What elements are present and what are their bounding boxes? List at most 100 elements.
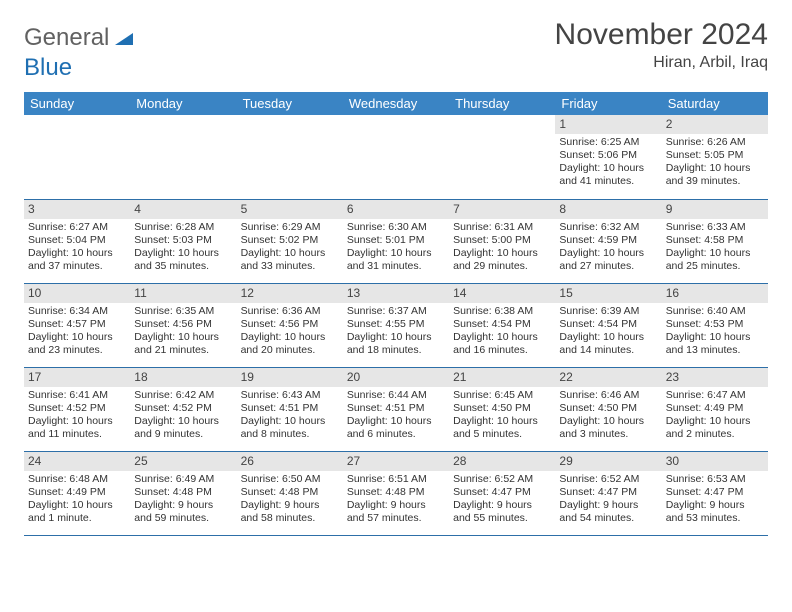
cell-content: Sunrise: 6:30 AMSunset: 5:01 PMDaylight:… <box>343 219 449 278</box>
calendar-cell: 1Sunrise: 6:25 AMSunset: 5:06 PMDaylight… <box>555 115 661 199</box>
cell-content: Sunrise: 6:52 AMSunset: 4:47 PMDaylight:… <box>555 471 661 530</box>
logo-word1: General <box>24 24 109 52</box>
sunset-text: Sunset: 4:53 PM <box>666 318 764 331</box>
daylight-text: Daylight: 10 hours and 14 minutes. <box>559 331 657 357</box>
daylight-text: Daylight: 10 hours and 8 minutes. <box>241 415 339 441</box>
day-number: 5 <box>237 200 343 219</box>
sunrise-text: Sunrise: 6:27 AM <box>28 221 126 234</box>
sunrise-text: Sunrise: 6:38 AM <box>453 305 551 318</box>
calendar-cell <box>237 115 343 199</box>
daylight-text: Daylight: 10 hours and 16 minutes. <box>453 331 551 357</box>
sunset-text: Sunset: 4:49 PM <box>666 402 764 415</box>
day-number: 20 <box>343 368 449 387</box>
calendar-cell: 12Sunrise: 6:36 AMSunset: 4:56 PMDayligh… <box>237 283 343 367</box>
cell-content: Sunrise: 6:26 AMSunset: 5:05 PMDaylight:… <box>662 134 768 193</box>
sunset-text: Sunset: 5:02 PM <box>241 234 339 247</box>
daylight-text: Daylight: 10 hours and 23 minutes. <box>28 331 126 357</box>
sunset-text: Sunset: 4:50 PM <box>559 402 657 415</box>
sunrise-text: Sunrise: 6:47 AM <box>666 389 764 402</box>
calendar-cell: 20Sunrise: 6:44 AMSunset: 4:51 PMDayligh… <box>343 367 449 451</box>
day-number: 17 <box>24 368 130 387</box>
day-number: 11 <box>130 284 236 303</box>
cell-content: Sunrise: 6:34 AMSunset: 4:57 PMDaylight:… <box>24 303 130 362</box>
daylight-text: Daylight: 10 hours and 9 minutes. <box>134 415 232 441</box>
cell-content: Sunrise: 6:33 AMSunset: 4:58 PMDaylight:… <box>662 219 768 278</box>
cell-content: Sunrise: 6:28 AMSunset: 5:03 PMDaylight:… <box>130 219 236 278</box>
sunrise-text: Sunrise: 6:49 AM <box>134 473 232 486</box>
logo-triangle-icon <box>115 31 135 45</box>
sunset-text: Sunset: 5:03 PM <box>134 234 232 247</box>
calendar-cell <box>24 115 130 199</box>
calendar-cell: 4Sunrise: 6:28 AMSunset: 5:03 PMDaylight… <box>130 199 236 283</box>
header-monday: Monday <box>130 92 236 115</box>
logo: General <box>24 18 135 52</box>
cell-content: Sunrise: 6:46 AMSunset: 4:50 PMDaylight:… <box>555 387 661 446</box>
cell-content: Sunrise: 6:49 AMSunset: 4:48 PMDaylight:… <box>130 471 236 530</box>
sunrise-text: Sunrise: 6:52 AM <box>453 473 551 486</box>
header-thursday: Thursday <box>449 92 555 115</box>
day-number: 29 <box>555 452 661 471</box>
calendar-cell: 22Sunrise: 6:46 AMSunset: 4:50 PMDayligh… <box>555 367 661 451</box>
day-number: 25 <box>130 452 236 471</box>
day-number: 19 <box>237 368 343 387</box>
calendar-cell <box>343 115 449 199</box>
sunrise-text: Sunrise: 6:53 AM <box>666 473 764 486</box>
daylight-text: Daylight: 10 hours and 41 minutes. <box>559 162 657 188</box>
day-number: 30 <box>662 452 768 471</box>
sunrise-text: Sunrise: 6:32 AM <box>559 221 657 234</box>
sunset-text: Sunset: 4:51 PM <box>347 402 445 415</box>
sunset-text: Sunset: 4:52 PM <box>28 402 126 415</box>
cell-content: Sunrise: 6:25 AMSunset: 5:06 PMDaylight:… <box>555 134 661 193</box>
cell-content: Sunrise: 6:40 AMSunset: 4:53 PMDaylight:… <box>662 303 768 362</box>
cell-content: Sunrise: 6:44 AMSunset: 4:51 PMDaylight:… <box>343 387 449 446</box>
cell-content: Sunrise: 6:47 AMSunset: 4:49 PMDaylight:… <box>662 387 768 446</box>
cell-content: Sunrise: 6:53 AMSunset: 4:47 PMDaylight:… <box>662 471 768 530</box>
day-number: 24 <box>24 452 130 471</box>
calendar-row: 17Sunrise: 6:41 AMSunset: 4:52 PMDayligh… <box>24 367 768 451</box>
calendar-row: 1Sunrise: 6:25 AMSunset: 5:06 PMDaylight… <box>24 115 768 199</box>
cell-content: Sunrise: 6:52 AMSunset: 4:47 PMDaylight:… <box>449 471 555 530</box>
day-number: 18 <box>130 368 236 387</box>
calendar-cell: 30Sunrise: 6:53 AMSunset: 4:47 PMDayligh… <box>662 451 768 535</box>
cell-content: Sunrise: 6:38 AMSunset: 4:54 PMDaylight:… <box>449 303 555 362</box>
calendar-cell: 8Sunrise: 6:32 AMSunset: 4:59 PMDaylight… <box>555 199 661 283</box>
calendar-cell: 27Sunrise: 6:51 AMSunset: 4:48 PMDayligh… <box>343 451 449 535</box>
sunset-text: Sunset: 4:51 PM <box>241 402 339 415</box>
cell-content: Sunrise: 6:39 AMSunset: 4:54 PMDaylight:… <box>555 303 661 362</box>
sunset-text: Sunset: 4:57 PM <box>28 318 126 331</box>
sunset-text: Sunset: 4:50 PM <box>453 402 551 415</box>
day-number: 22 <box>555 368 661 387</box>
header-tuesday: Tuesday <box>237 92 343 115</box>
daylight-text: Daylight: 10 hours and 11 minutes. <box>28 415 126 441</box>
calendar-cell: 24Sunrise: 6:48 AMSunset: 4:49 PMDayligh… <box>24 451 130 535</box>
calendar-cell: 29Sunrise: 6:52 AMSunset: 4:47 PMDayligh… <box>555 451 661 535</box>
daylight-text: Daylight: 10 hours and 13 minutes. <box>666 331 764 357</box>
daylight-text: Daylight: 9 hours and 59 minutes. <box>134 499 232 525</box>
sunset-text: Sunset: 4:47 PM <box>453 486 551 499</box>
cell-content: Sunrise: 6:51 AMSunset: 4:48 PMDaylight:… <box>343 471 449 530</box>
sunset-text: Sunset: 4:49 PM <box>28 486 126 499</box>
calendar-cell: 5 Sunrise: 6:29 AMSunset: 5:02 PMDaylight… <box>237 199 343 283</box>
sunrise-text: Sunrise: 6:37 AM <box>347 305 445 318</box>
daylight-text: Daylight: 10 hours and 20 minutes. <box>241 331 339 357</box>
cell-content: Sunrise: 6:50 AMSunset: 4:48 PMDaylight:… <box>237 471 343 530</box>
calendar-cell: 10Sunrise: 6:34 AMSunset: 4:57 PMDayligh… <box>24 283 130 367</box>
sunset-text: Sunset: 5:00 PM <box>453 234 551 247</box>
cell-content: Sunrise: 6:32 AMSunset: 4:59 PMDaylight:… <box>555 219 661 278</box>
day-number: 10 <box>24 284 130 303</box>
sunrise-text: Sunrise: 6:31 AM <box>453 221 551 234</box>
sunset-text: Sunset: 4:47 PM <box>666 486 764 499</box>
daylight-text: Daylight: 10 hours and 3 minutes. <box>559 415 657 441</box>
sunrise-text: Sunrise: 6:40 AM <box>666 305 764 318</box>
daylight-text: Daylight: 10 hours and 2 minutes. <box>666 415 764 441</box>
sunset-text: Sunset: 4:55 PM <box>347 318 445 331</box>
header-sunday: Sunday <box>24 92 130 115</box>
sunrise-text: Sunrise: 6:41 AM <box>28 389 126 402</box>
calendar-cell: 25Sunrise: 6:49 AMSunset: 4:48 PMDayligh… <box>130 451 236 535</box>
calendar-cell: 9Sunrise: 6:33 AMSunset: 4:58 PMDaylight… <box>662 199 768 283</box>
day-number: 6 <box>343 200 449 219</box>
sunset-text: Sunset: 5:01 PM <box>347 234 445 247</box>
daylight-text: Daylight: 10 hours and 33 minutes. <box>241 247 339 273</box>
sunrise-text: Sunrise: 6:36 AM <box>241 305 339 318</box>
sunrise-text: Sunrise: 6:29 AM <box>241 221 339 234</box>
